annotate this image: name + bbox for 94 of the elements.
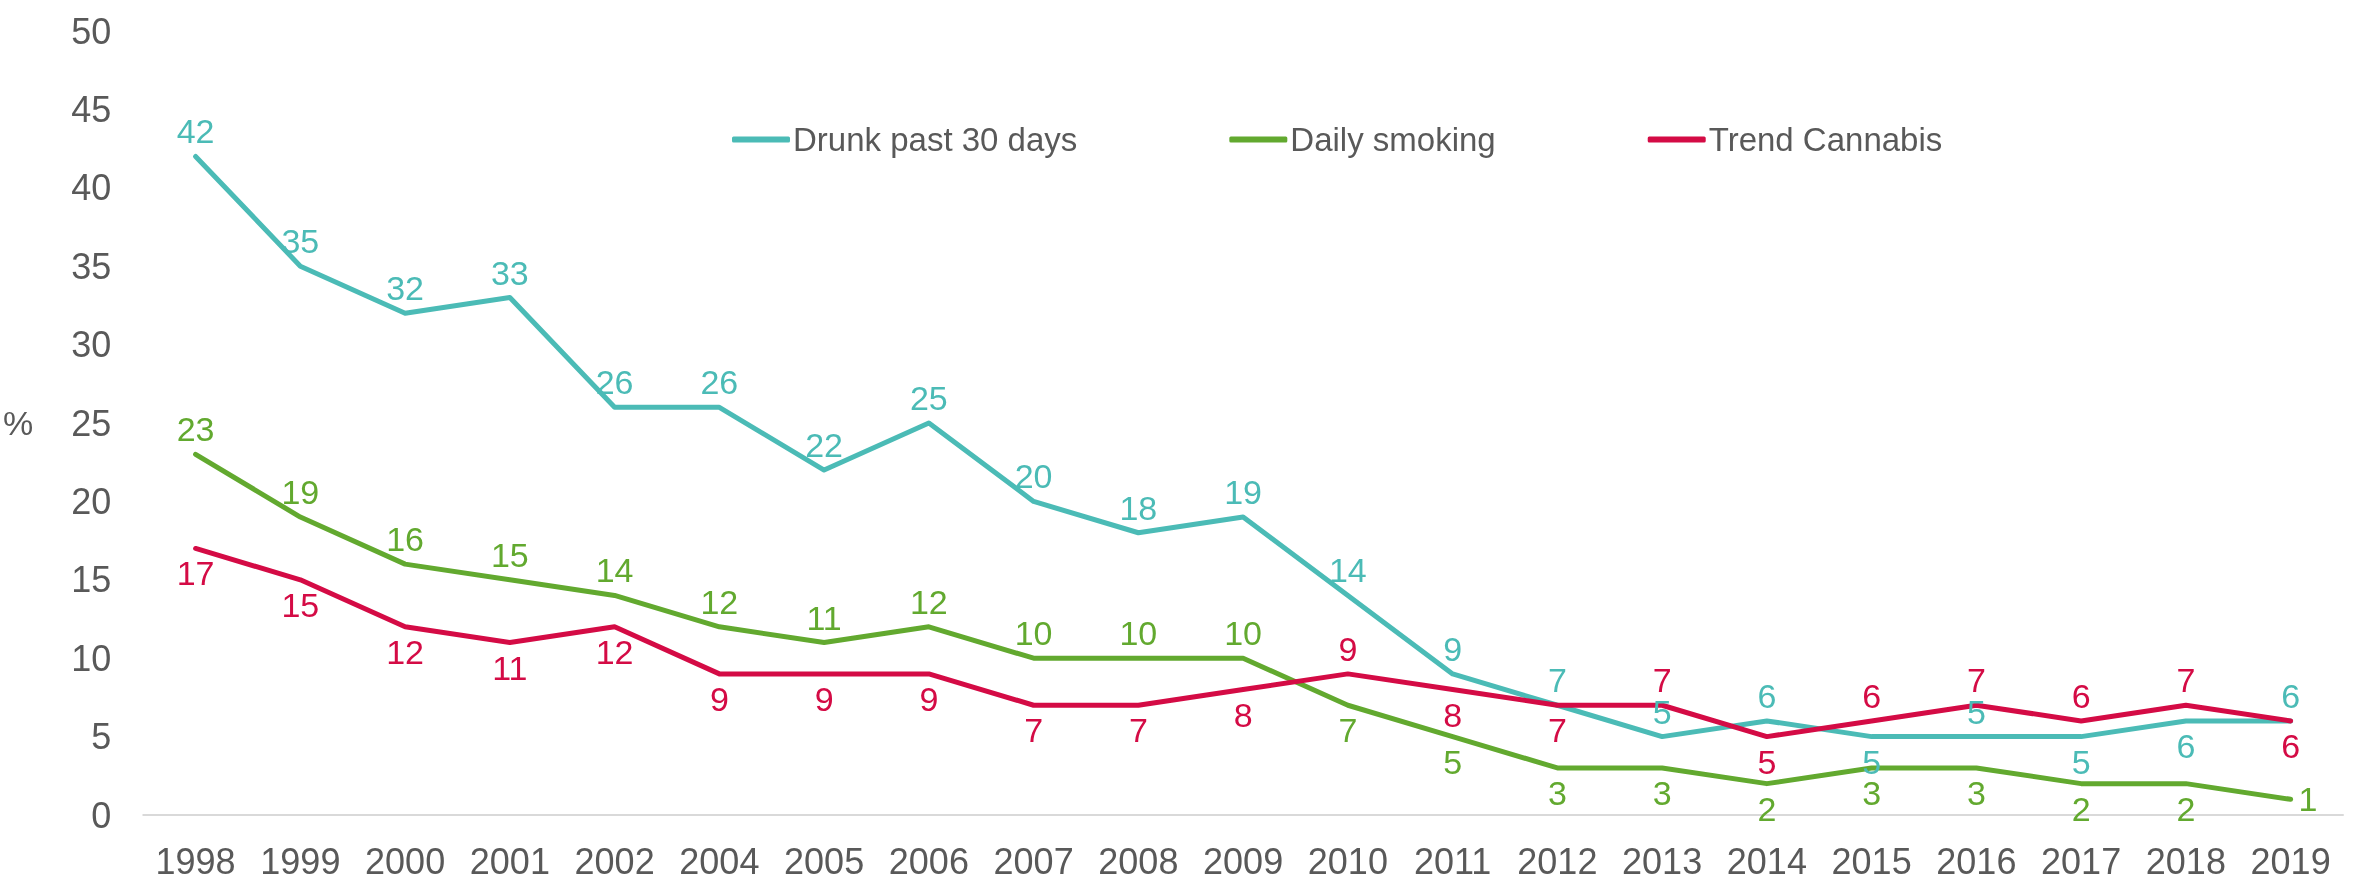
x-tick-label: 2015 <box>1831 840 1912 879</box>
data-label: 9 <box>919 679 939 718</box>
data-label: 17 <box>176 554 215 593</box>
data-label: 3 <box>1547 773 1567 812</box>
x-tick-label: 2005 <box>784 840 865 879</box>
x-tick-label: 2013 <box>1622 840 1703 879</box>
y-tick-label: 10 <box>71 637 112 679</box>
data-label: 6 <box>2281 676 2301 715</box>
x-tick-label: 2012 <box>1517 840 1598 879</box>
data-label: 15 <box>281 585 320 624</box>
data-label: 12 <box>700 582 739 621</box>
x-tick-label: 2004 <box>679 840 760 879</box>
y-tick-label: 40 <box>71 167 112 209</box>
x-tick-label: 2011 <box>1413 840 1492 879</box>
data-label: 1 <box>2298 780 2318 819</box>
data-label: 7 <box>1338 711 1358 750</box>
data-label: 2 <box>2071 789 2091 828</box>
data-label: 7 <box>1547 661 1567 700</box>
y-tick-label: 30 <box>71 324 112 366</box>
data-label: 6 <box>1862 676 1882 715</box>
data-label: 7 <box>2176 661 2196 700</box>
data-label: 9 <box>1338 629 1358 668</box>
data-label: 5 <box>1757 742 1777 781</box>
data-label: 9 <box>709 679 729 718</box>
legend-label: Daily smoking <box>1290 121 1496 158</box>
x-tick-label: 2007 <box>993 840 1074 879</box>
x-tick-label: 2018 <box>2145 840 2226 879</box>
data-label: 6 <box>2071 676 2091 715</box>
x-tick-label: 2002 <box>574 840 655 879</box>
data-label: 25 <box>909 379 948 417</box>
data-label: 8 <box>1443 695 1463 734</box>
y-tick-label: 15 <box>71 559 112 601</box>
x-tick-label: 2014 <box>1726 840 1807 879</box>
data-label: 18 <box>1119 488 1158 527</box>
x-tick-label: 2017 <box>2041 840 2122 879</box>
data-label: 22 <box>805 426 844 465</box>
y-tick-label: 25 <box>71 402 112 444</box>
x-tick-label: 2009 <box>1203 840 1284 879</box>
data-label: 23 <box>176 410 215 449</box>
legend-label: Trend Cannabis <box>1708 121 1943 158</box>
y-tick-label: 35 <box>71 245 112 287</box>
data-label: 19 <box>1224 473 1263 512</box>
data-label: 7 <box>1547 711 1567 750</box>
y-tick-label: 45 <box>71 88 112 130</box>
data-label: 19 <box>281 473 320 512</box>
data-label: 5 <box>1443 742 1463 781</box>
y-tick-label: 20 <box>71 480 112 522</box>
data-label: 6 <box>2176 726 2196 765</box>
data-label: 42 <box>176 112 215 151</box>
data-label: 33 <box>490 253 529 292</box>
data-label: 9 <box>1443 629 1463 668</box>
data-label: 12 <box>909 582 948 621</box>
data-label: 7 <box>1128 711 1148 750</box>
x-tick-label: 1998 <box>155 840 236 879</box>
x-tick-label: 2001 <box>469 840 550 879</box>
data-label: 10 <box>1014 614 1053 653</box>
data-label: 15 <box>490 535 529 574</box>
data-label: 7 <box>1024 711 1044 750</box>
data-label: 14 <box>1328 551 1367 590</box>
x-tick-label: 2000 <box>365 840 446 879</box>
data-label: 26 <box>700 363 739 402</box>
data-label: 9 <box>814 679 834 718</box>
x-tick-label: 2010 <box>1307 840 1388 879</box>
data-label: 2 <box>1757 789 1777 828</box>
data-label: 8 <box>1233 695 1253 734</box>
data-label: 12 <box>386 632 425 671</box>
data-label: 11 <box>806 598 842 637</box>
data-label: 16 <box>386 520 425 559</box>
data-label: 7 <box>1966 661 1986 700</box>
data-label: 7 <box>1652 661 1672 700</box>
data-label: 3 <box>1966 773 1986 812</box>
data-label: 6 <box>2281 726 2301 765</box>
data-label: 32 <box>386 269 425 308</box>
x-tick-label: 2016 <box>1936 840 2017 879</box>
x-tick-label: 1999 <box>260 840 341 879</box>
data-label: 14 <box>595 551 634 590</box>
legend-label: Drunk past 30 days <box>793 121 1078 158</box>
data-label: 3 <box>1862 773 1882 812</box>
x-tick-label: 2019 <box>2250 840 2331 879</box>
y-tick-label: 50 <box>71 10 112 52</box>
data-label: 6 <box>1757 676 1777 715</box>
x-tick-label: 2008 <box>1098 840 1179 879</box>
y-tick-label: 5 <box>91 716 112 758</box>
x-tick-label: 2006 <box>888 840 969 879</box>
data-label: 12 <box>595 632 634 671</box>
y-tick-label: 0 <box>91 794 112 836</box>
data-label: 2 <box>2176 789 2196 828</box>
data-label: 10 <box>1119 614 1158 653</box>
data-label: 5 <box>2071 742 2091 781</box>
data-label: 3 <box>1652 773 1672 812</box>
y-axis-title: % <box>3 404 34 442</box>
data-label: 11 <box>492 648 528 687</box>
data-label: 10 <box>1224 614 1263 653</box>
data-label: 20 <box>1014 457 1053 496</box>
